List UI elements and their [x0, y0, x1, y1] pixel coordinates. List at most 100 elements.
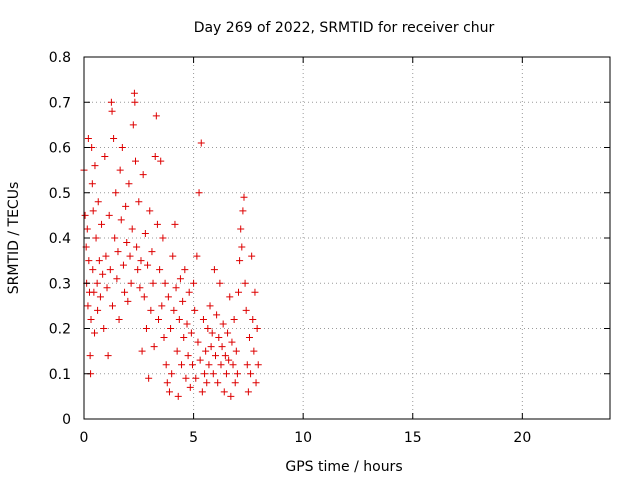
data-point — [131, 98, 139, 106]
data-point — [183, 320, 191, 328]
data-point — [94, 306, 102, 314]
data-point — [85, 257, 93, 265]
data-point — [217, 361, 225, 369]
data-point — [132, 157, 140, 165]
data-point — [218, 343, 226, 351]
data-point — [108, 302, 116, 310]
data-point — [108, 107, 116, 115]
data-point — [111, 234, 119, 242]
data-point — [102, 252, 110, 260]
data-point — [149, 279, 157, 287]
data-point — [212, 352, 219, 360]
data-point — [232, 347, 240, 355]
y-axis-title: SRMTID / TECUs — [6, 182, 22, 295]
data-point — [127, 279, 135, 287]
data-point — [96, 293, 104, 301]
data-point — [224, 329, 232, 337]
data-point — [83, 225, 91, 233]
data-point — [247, 370, 255, 378]
data-point — [220, 388, 228, 396]
data-point — [178, 361, 186, 369]
x-tick-label: 10 — [294, 430, 312, 446]
data-point — [222, 370, 230, 378]
data-point — [91, 162, 99, 170]
data-point — [248, 252, 256, 260]
y-tick-label: 0.5 — [49, 186, 71, 202]
data-point — [204, 325, 212, 332]
data-point — [187, 329, 195, 337]
data-point — [160, 334, 168, 342]
data-point — [163, 379, 171, 387]
data-point — [244, 388, 252, 396]
y-tick-label: 0 — [62, 412, 71, 428]
data-point — [198, 388, 206, 396]
data-point — [186, 383, 194, 391]
data-point — [193, 252, 201, 260]
data-point — [213, 311, 221, 319]
data-point — [169, 252, 177, 260]
data-point — [112, 189, 120, 197]
data-points — [80, 89, 262, 400]
data-point — [195, 189, 203, 197]
data-point — [107, 98, 115, 106]
y-tick-label: 0.4 — [49, 231, 71, 247]
data-point — [179, 297, 187, 305]
data-point — [130, 89, 138, 97]
data-point — [240, 193, 248, 201]
data-point — [117, 216, 125, 224]
data-point — [254, 361, 262, 369]
data-point — [201, 370, 209, 378]
data-point — [205, 361, 213, 369]
data-point — [134, 266, 142, 274]
x-tick-label: 15 — [404, 430, 422, 446]
data-point — [249, 315, 257, 323]
data-point — [208, 329, 216, 337]
data-point — [135, 198, 143, 206]
data-point — [170, 306, 178, 314]
data-point — [94, 198, 102, 206]
data-point — [242, 306, 250, 314]
data-point — [124, 297, 132, 305]
data-point — [121, 288, 129, 296]
data-point — [118, 144, 126, 151]
data-point — [192, 374, 200, 382]
data-point — [197, 139, 205, 147]
grid-lines — [84, 57, 610, 419]
data-point — [181, 266, 189, 274]
data-point — [153, 220, 161, 228]
data-point — [185, 288, 193, 296]
data-point — [95, 257, 103, 265]
data-point — [226, 293, 234, 301]
data-point — [101, 153, 109, 161]
data-point — [152, 112, 160, 120]
data-point — [138, 347, 146, 355]
data-point — [188, 361, 196, 369]
data-point — [114, 248, 122, 256]
data-point — [214, 379, 222, 387]
data-point — [104, 352, 112, 360]
data-point — [89, 207, 97, 215]
data-point — [250, 347, 258, 355]
data-point — [168, 370, 176, 378]
data-point — [202, 347, 210, 355]
data-point — [209, 370, 217, 378]
data-point — [225, 356, 233, 364]
data-point — [159, 234, 167, 242]
y-tick-label: 0.1 — [49, 367, 71, 383]
data-point — [110, 134, 118, 142]
data-point — [119, 261, 127, 269]
data-point — [194, 338, 202, 346]
data-point — [167, 325, 175, 332]
data-point — [150, 343, 158, 351]
data-point — [239, 207, 247, 215]
data-point — [176, 275, 184, 283]
data-point — [231, 379, 239, 387]
data-point — [89, 266, 97, 274]
data-point — [100, 325, 108, 332]
data-point — [216, 279, 224, 287]
data-point — [86, 352, 94, 360]
data-point — [92, 234, 100, 242]
data-point — [206, 302, 214, 310]
data-point — [191, 306, 199, 314]
